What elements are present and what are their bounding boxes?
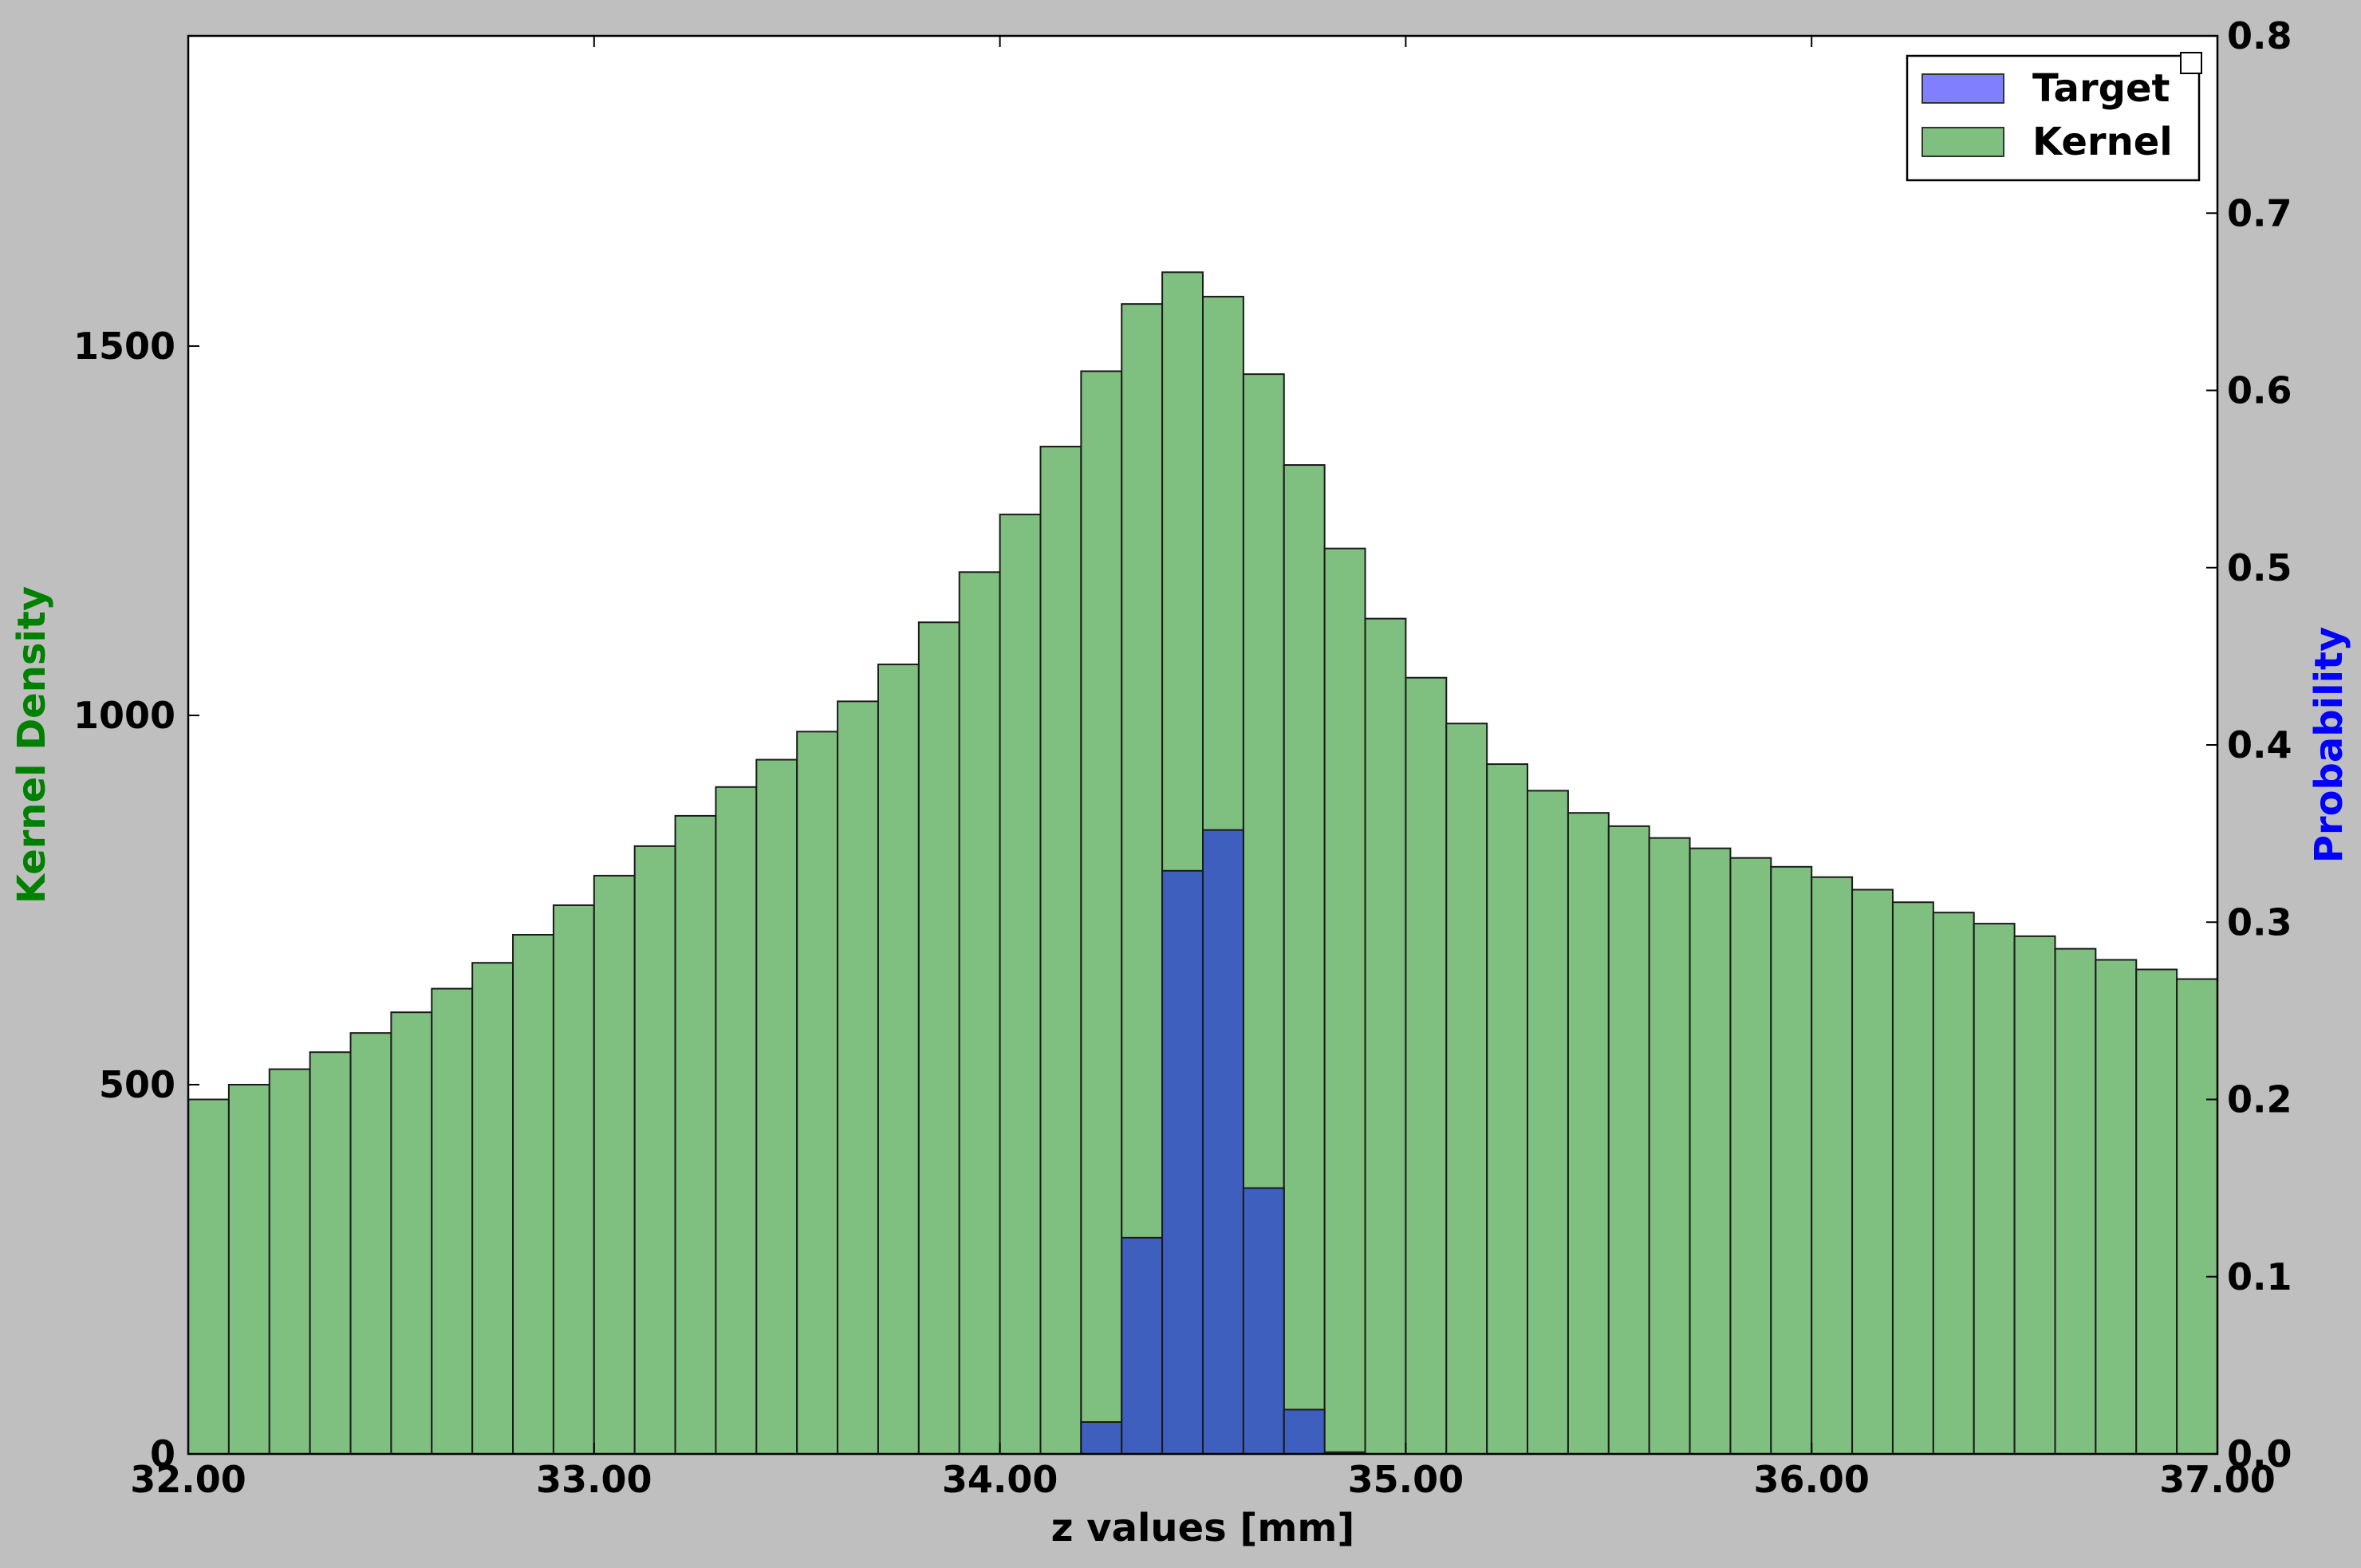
kernel-bar xyxy=(2055,949,2095,1454)
kernel-bar xyxy=(2136,970,2177,1454)
kernel-bar xyxy=(1771,867,1811,1454)
left-y-tick-label: 1500 xyxy=(73,325,175,368)
legend: Target Kernel xyxy=(1907,56,2199,180)
kernel-bar xyxy=(1933,912,1974,1454)
x-tick-label: 35.00 xyxy=(1348,1458,1464,1501)
target-bar xyxy=(1121,1238,1162,1454)
kernel-bar xyxy=(513,935,554,1454)
kernel-bar xyxy=(554,905,594,1454)
kernel-bar xyxy=(270,1070,310,1454)
kernel-bar xyxy=(2015,936,2056,1454)
legend-swatch-kernel xyxy=(1922,128,2004,156)
kernel-bar xyxy=(1974,924,2015,1454)
kernel-bar xyxy=(756,760,797,1454)
kernel-bar xyxy=(1893,902,1933,1454)
x-tick-label: 36.00 xyxy=(1753,1458,1870,1501)
target-bar xyxy=(1244,1188,1284,1454)
kernel-bar xyxy=(635,846,676,1454)
right-y-axis-title: Probability xyxy=(2307,627,2351,864)
kernel-bar xyxy=(1852,890,1893,1454)
right-y-tick-label: 0.3 xyxy=(2227,900,2292,944)
left-y-tick-label: 1000 xyxy=(73,694,175,737)
target-bar xyxy=(1284,1409,1325,1454)
right-y-axis-tick-labels: 0.0 0.1 0.2 0.3 0.4 0.5 0.6 0.7 0.8 xyxy=(2227,14,2292,1475)
kernel-bar xyxy=(1446,723,1487,1454)
x-tick-label: 32.00 xyxy=(130,1458,246,1501)
legend-corner-marker xyxy=(2181,53,2201,73)
kernel-bar xyxy=(838,701,878,1454)
kernel-bar xyxy=(391,1012,432,1454)
kernel-bar xyxy=(1284,465,1325,1454)
right-y-tick-label: 0.6 xyxy=(2227,369,2292,412)
kernel-bar xyxy=(1811,877,1852,1454)
kernel-bar xyxy=(2095,959,2136,1454)
kernel-bar xyxy=(676,816,716,1454)
left-y-tick-label: 500 xyxy=(99,1063,175,1106)
kernel-bar xyxy=(188,1100,229,1455)
target-bar xyxy=(1203,830,1244,1454)
kernel-bar xyxy=(1650,838,1690,1454)
right-y-tick-label: 0.5 xyxy=(2227,546,2292,589)
right-y-tick-label: 0.1 xyxy=(2227,1255,2292,1298)
kernel-bar xyxy=(472,963,513,1454)
right-y-tick-label: 0.7 xyxy=(2227,191,2292,234)
right-y-tick-label: 0.8 xyxy=(2227,14,2292,57)
x-axis-title: z values [mm] xyxy=(1051,1506,1355,1550)
right-y-tick-label: 0.2 xyxy=(2227,1078,2292,1121)
kernel-bar xyxy=(1000,514,1041,1454)
kernel-bar xyxy=(1487,764,1527,1454)
kernel-bar xyxy=(1609,826,1650,1454)
x-tick-label: 34.00 xyxy=(942,1458,1058,1501)
left-y-tick-label: 0 xyxy=(150,1432,175,1475)
kernel-bar xyxy=(2177,979,2217,1454)
kernel-bar xyxy=(432,989,472,1454)
kernel-bar xyxy=(1366,619,1406,1454)
kernel-bar xyxy=(310,1052,351,1454)
kernel-bar xyxy=(1690,849,1731,1454)
kernel-bar xyxy=(1040,447,1081,1454)
right-y-tick-label: 0.4 xyxy=(2227,723,2292,766)
left-y-axis-title: Kernel Density xyxy=(10,586,54,904)
target-bar xyxy=(1162,871,1203,1454)
legend-label-kernel: Kernel xyxy=(2032,120,2173,164)
kernel-bar xyxy=(1568,813,1609,1454)
legend-swatch-target xyxy=(1922,74,2004,103)
kernel-bar xyxy=(229,1085,270,1454)
kernel-bar xyxy=(1325,549,1366,1454)
kernel-bar xyxy=(919,622,960,1454)
kernel-bar xyxy=(1730,858,1771,1454)
right-y-tick-label: 0.0 xyxy=(2227,1432,2292,1475)
kernel-bar xyxy=(715,787,756,1454)
legend-label-target: Target xyxy=(2032,66,2170,111)
target-bar xyxy=(1081,1422,1121,1454)
kernel-bar xyxy=(594,876,635,1454)
kernel-bar xyxy=(797,731,838,1454)
kernel-bar xyxy=(960,572,1000,1454)
x-tick-label: 33.00 xyxy=(536,1458,652,1501)
kernel-bar xyxy=(1527,790,1568,1454)
kernel-bar xyxy=(878,664,919,1454)
kernel-bar xyxy=(1405,678,1446,1454)
kernel-bar xyxy=(351,1033,392,1454)
kernel-bar xyxy=(1081,371,1121,1454)
